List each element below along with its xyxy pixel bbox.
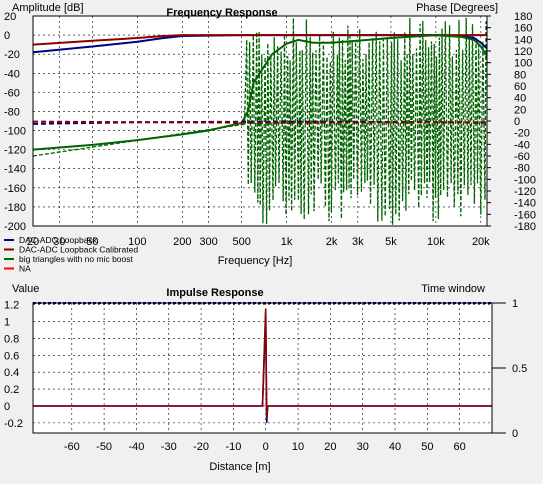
series-big-triangles-phase [33,17,487,225]
impulse-x-tick-label: -20 [193,441,209,453]
legend-label: big triangles with no mic boost [19,254,134,264]
freq-x-tick-label: 5k [385,236,397,248]
freq-x-tick-label: 20k [472,236,490,248]
impulse-y-left-tick-label: 0.6 [4,350,19,362]
frequency-title: Frequency Response [166,7,277,19]
freq-y-right-tick-label: -120 [514,186,536,198]
frequency-y-left-label: Amplitude [dB] [12,2,84,14]
impulse-x-tick-label: -30 [161,441,177,453]
freq-x-tick-label: 200 [173,236,191,248]
freq-x-tick-label: 30 [53,236,65,248]
legend-label: NA [19,264,31,274]
freq-y-right-tick-label: -100 [514,174,536,186]
impulse-x-tick-label: 40 [389,441,401,453]
freq-y-right-tick-label: -180 [514,221,536,233]
impulse-y-left-tick-label: 0.4 [4,367,19,379]
impulse-y-left-tick-label: 1.2 [4,300,19,312]
impulse-y-left-label: Value [12,283,39,295]
impulse-y-left-tick-label: 0 [4,401,10,413]
freq-y-left-tick-label: -120 [4,145,26,157]
impulse-x-tick-label: 10 [292,441,304,453]
impulse-x-label: Distance [m] [209,461,270,473]
impulse-y-left-tick-label: 1 [4,317,10,329]
freq-y-right-tick-label: 140 [514,34,532,46]
freq-y-right-tick-label: 20 [514,104,526,116]
impulse-x-tick-label: 0 [263,441,269,453]
impulse-x-tick-label: -50 [96,441,112,453]
freq-y-left-tick-label: 20 [4,11,16,23]
series-line-4 [33,120,487,124]
impulse-x-tick-label: 30 [357,441,369,453]
freq-y-left-tick-label: -140 [4,164,26,176]
impulse-x-tick-label: -10 [225,441,241,453]
freq-y-left-tick-label: -20 [4,49,20,61]
freq-x-tick-label: 2k [326,236,338,248]
impulse-y-left-tick-label: 0.2 [4,384,19,396]
frequency-series-group [33,17,487,225]
freq-y-right-tick-label: 60 [514,81,526,93]
impulse-plot-area [33,303,492,433]
impulse-y-right-tick-label: 0 [512,428,518,440]
impulse-y-left-tick-label: -0.2 [4,418,23,430]
freq-y-right-tick-label: -40 [514,139,530,151]
freq-y-right-tick-label: 80 [514,69,526,81]
freq-y-right-tick-label: -160 [514,209,536,221]
impulse-y-left-tick-label: 0.8 [4,333,19,345]
freq-y-left-tick-label: -180 [4,202,26,214]
freq-y-right-tick-label: 0 [514,116,520,128]
series-line-1 [33,34,487,46]
freq-x-tick-label: 100 [128,236,146,248]
freq-x-tick-label: 20 [27,236,39,248]
impulse-x-tick-label: 20 [324,441,336,453]
freq-x-tick-label: 300 [199,236,217,248]
freq-x-tick-label: 1k [281,236,293,248]
legend-label: DAC-ADC Loopback Calibrated [19,245,138,255]
impulse-y-right-label: Time window [421,283,485,295]
freq-y-right-tick-label: 180 [514,11,532,23]
freq-y-left-tick-label: -200 [4,221,26,233]
freq-y-right-tick-label: 160 [514,23,532,35]
freq-y-left-tick-label: -40 [4,68,20,80]
freq-y-right-tick-label: 40 [514,93,526,105]
frequency-y-right-label: Phase [Degrees] [416,2,498,14]
series-line-2 [33,34,487,151]
impulse-x-tick-label: 60 [454,441,466,453]
freq-y-left-tick-label: -80 [4,106,20,118]
freq-y-right-tick-label: -80 [514,163,530,175]
freq-x-tick-label: 500 [232,236,250,248]
impulse-series-line-1 [33,308,492,419]
freq-y-right-tick-label: -140 [514,198,536,210]
impulse-title: Impulse Response [166,287,263,299]
frequency-x-label: Frequency [Hz] [218,255,293,267]
impulse-y-right-tick-label: 1 [512,298,518,310]
impulse-y-right-tick-label: 0.5 [512,363,527,375]
freq-x-tick-label: 50 [86,236,98,248]
impulse-x-tick-label: -40 [128,441,144,453]
freq-y-right-tick-label: 100 [514,58,532,70]
freq-y-right-tick-label: 120 [514,46,532,58]
freq-y-left-tick-label: -100 [4,126,26,138]
legend-label: DAC-ADC Loopback [19,235,98,245]
impulse-x-tick-label: 50 [421,441,433,453]
freq-y-right-tick-label: -60 [514,151,530,163]
impulse-x-tick-label: -60 [64,441,80,453]
freq-y-left-tick-label: -60 [4,87,20,99]
freq-x-tick-label: 10k [427,236,445,248]
freq-y-left-tick-label: -160 [4,183,26,195]
freq-y-right-tick-label: -20 [514,128,530,140]
freq-x-tick-label: 3k [352,236,364,248]
freq-y-left-tick-label: 0 [4,30,10,42]
